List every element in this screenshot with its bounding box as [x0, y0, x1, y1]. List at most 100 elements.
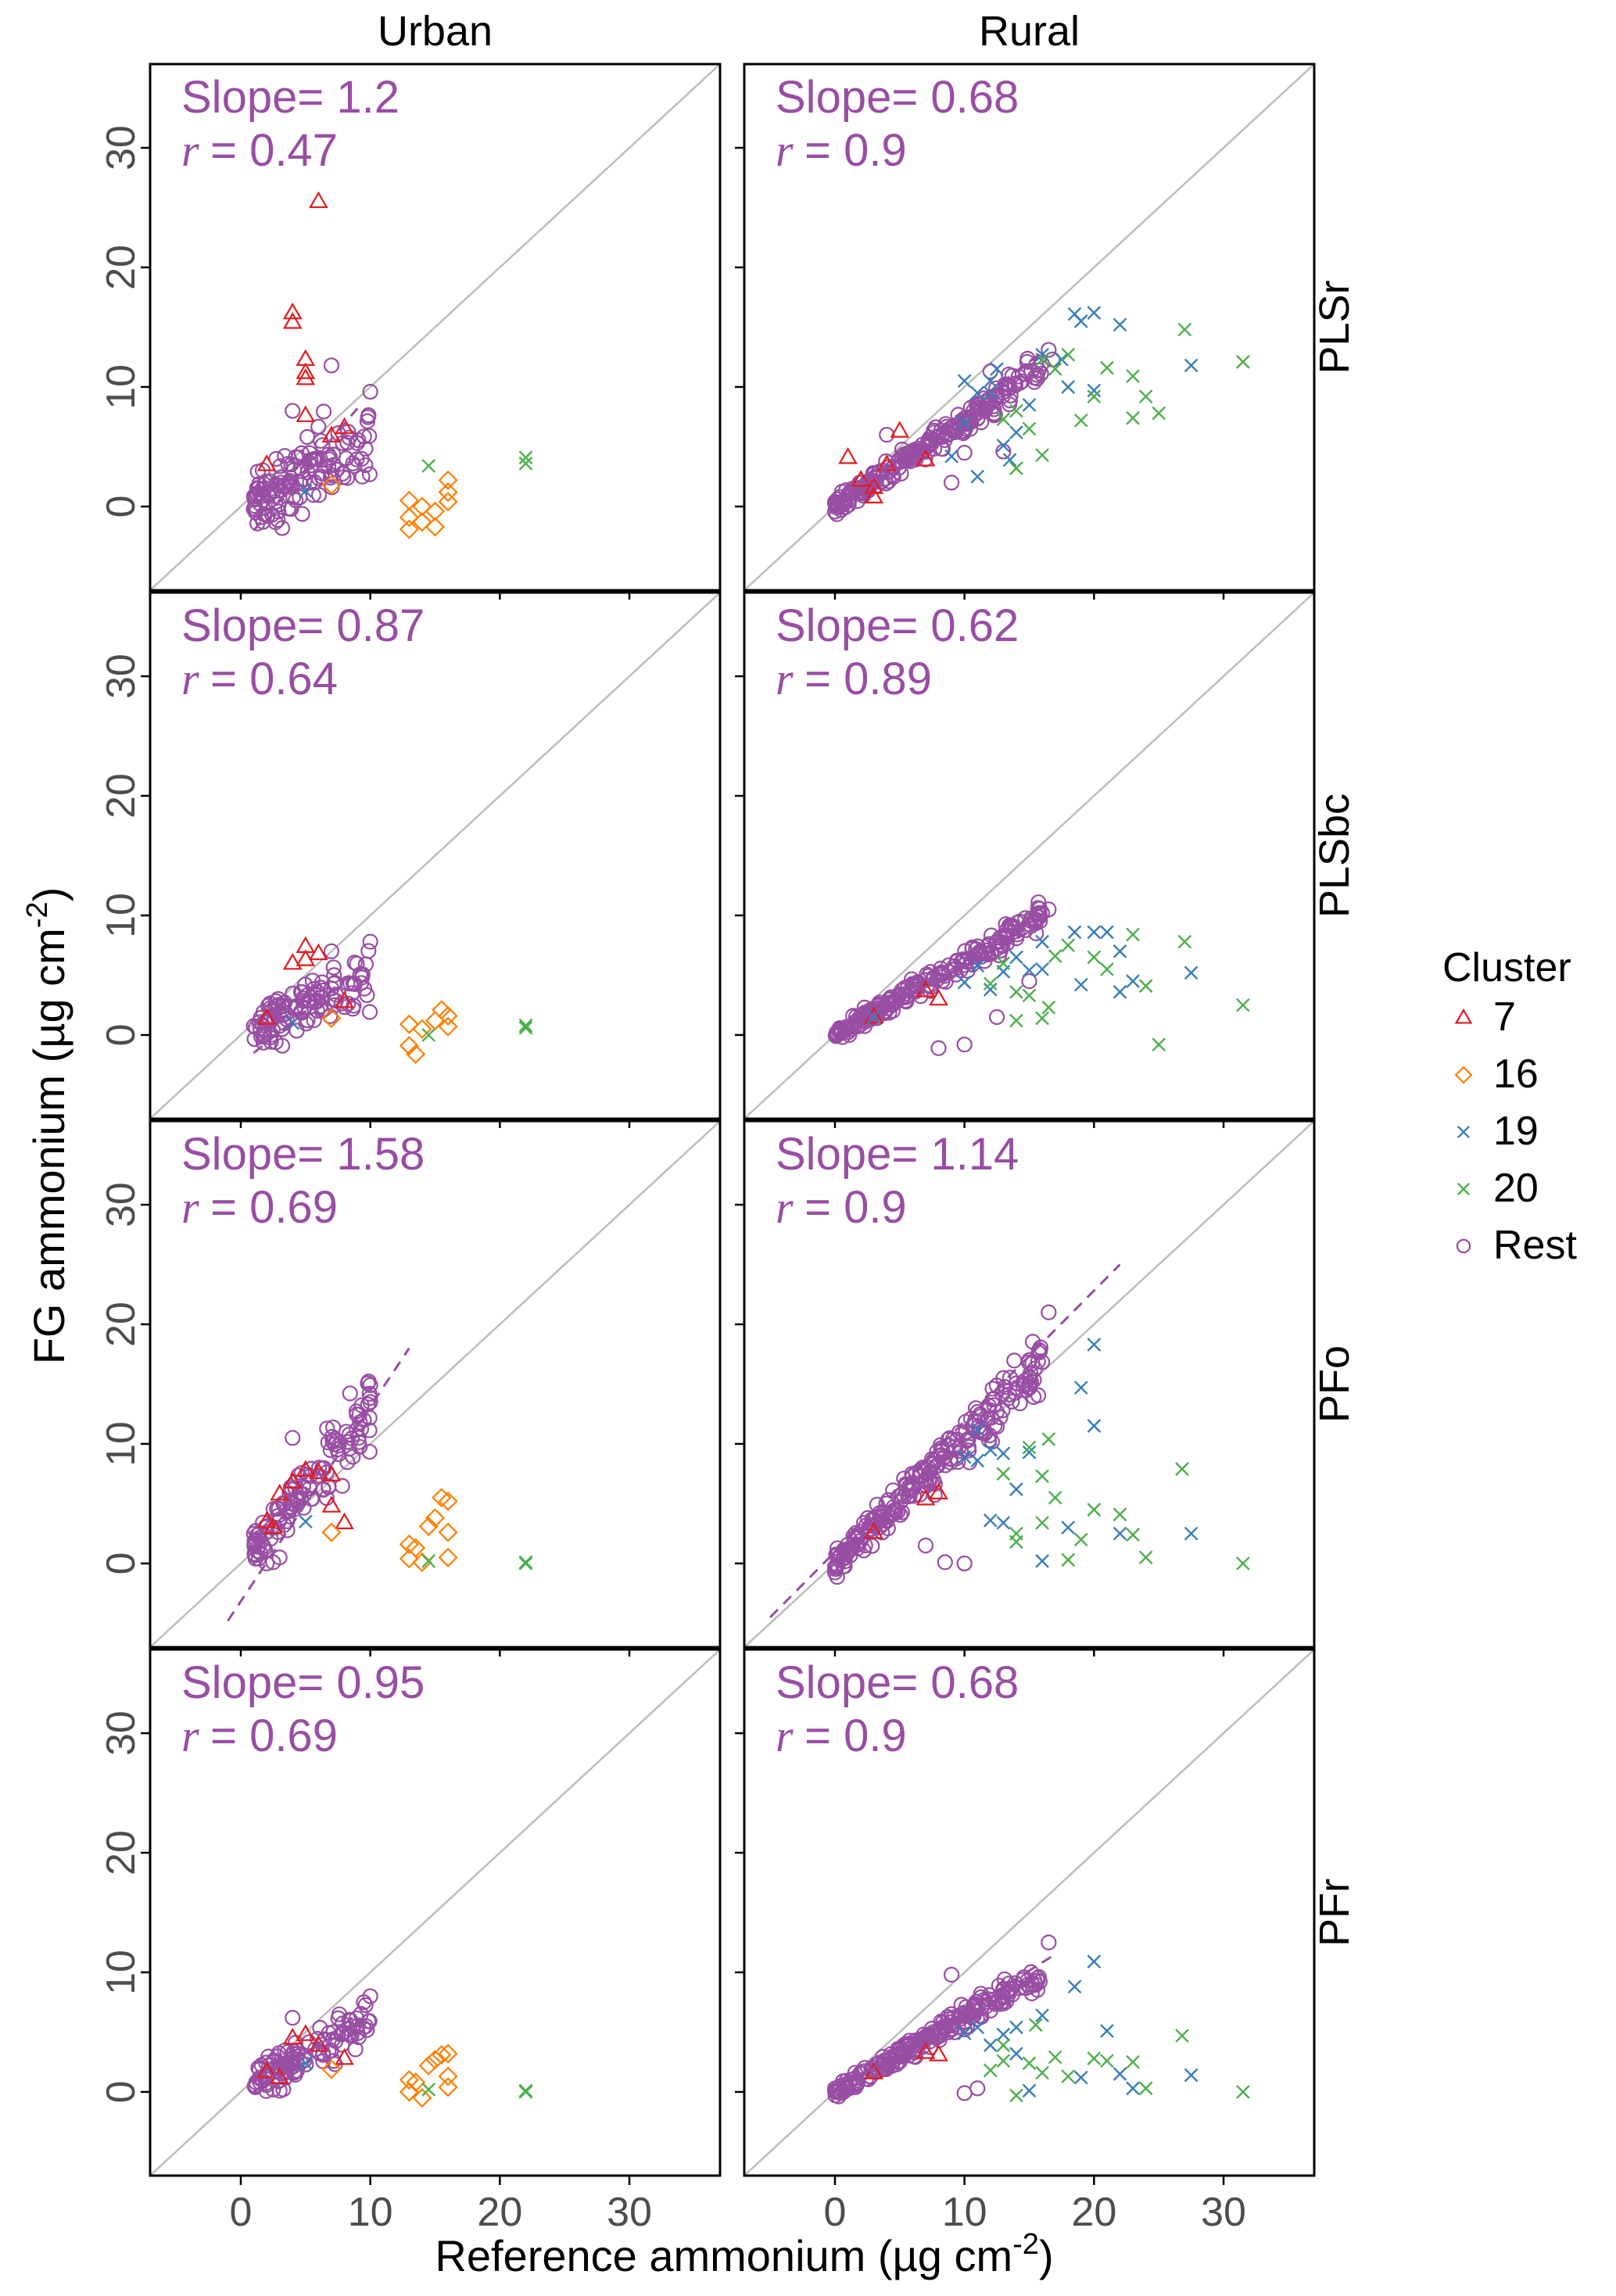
data-point-rest [956, 445, 973, 461]
data-point-cluster-7 [864, 1521, 884, 1539]
data-point-rest [956, 1037, 973, 1053]
data-point-rest [255, 1027, 271, 1044]
r-symbol: r [181, 1182, 210, 1233]
data-point-cluster-20 [1138, 389, 1153, 404]
data-point-cluster-19 [1022, 1445, 1037, 1460]
data-point-cluster-19 [957, 416, 972, 430]
data-point-cluster-20 [1152, 1037, 1166, 1052]
data-point-rest [356, 980, 373, 997]
data-point-cluster-19 [996, 1516, 1011, 1530]
data-point-cluster-19 [1035, 1554, 1049, 1568]
data-point-rest [361, 1004, 378, 1020]
data-point-rest [994, 385, 1011, 401]
data-point-cluster-19 [1061, 380, 1076, 394]
data-point-cluster-19 [1067, 1979, 1082, 1994]
data-point-rest [255, 1514, 271, 1531]
data-point-cluster-19 [1126, 974, 1140, 988]
data-point-cluster-7 [321, 1464, 342, 1481]
data-point-cluster-20 [1126, 369, 1140, 384]
data-point-rest [841, 1026, 858, 1043]
data-point-cluster-16 [399, 1014, 419, 1034]
data-point-cluster-20 [1035, 2065, 1049, 2080]
data-point-rest [325, 2024, 342, 2040]
data-point-rest [311, 487, 328, 503]
data-point-rest [342, 1385, 358, 1402]
data-point-cluster-7 [309, 2035, 328, 2052]
data-point-rest [836, 493, 852, 509]
fit-line [227, 1347, 410, 1622]
x-axis-label: Reference ammonium (µg cm-2) [435, 2228, 1053, 2280]
r-annotation: r = 0.47 [181, 125, 338, 176]
data-point-rest [265, 2054, 281, 2070]
data-point-rest [1041, 1304, 1057, 1320]
data-point-rest [995, 1981, 1012, 1997]
data-point-cluster-19 [970, 1453, 985, 1468]
r-annotation: r = 0.9 [776, 1182, 907, 1233]
data-point-rest [293, 1003, 310, 1019]
data-point-cluster-16 [438, 2077, 458, 2097]
data-point-cluster-7 [915, 2042, 936, 2059]
data-point-cluster-16 [438, 1016, 458, 1037]
data-point-cluster-20 [1100, 2054, 1114, 2069]
data-point-cluster-19 [298, 484, 313, 498]
data-point-rest [256, 476, 273, 493]
data-point-cluster-20 [1236, 2085, 1250, 2099]
data-point-cluster-16 [438, 470, 458, 490]
data-point-rest [998, 916, 1014, 933]
data-point-cluster-7 [282, 1471, 303, 1489]
r-symbol: r [181, 1710, 210, 1761]
data-point-cluster-16 [432, 1488, 452, 1508]
data-point-rest [1004, 917, 1020, 934]
data-point-cluster-20 [421, 1028, 436, 1042]
data-point-rest [1006, 1352, 1023, 1369]
data-point-cluster-20 [1073, 1532, 1088, 1547]
x-tick-label: 20 [477, 2190, 522, 2235]
data-point-rest [905, 1481, 921, 1498]
data-point-rest [294, 506, 310, 522]
data-point-rest [357, 956, 374, 972]
data-point-cluster-19 [1009, 1482, 1023, 1496]
data-point-rest [262, 485, 278, 501]
data-point-rest [345, 455, 361, 471]
slope-annotation: Slope= 1.14 [776, 1129, 1019, 1180]
data-point-rest [987, 407, 1003, 423]
data-point-rest [285, 2010, 301, 2026]
data-point-cluster-19 [1022, 963, 1037, 978]
data-point-rest [853, 1532, 869, 1549]
data-point-cluster-19 [996, 1446, 1011, 1461]
data-point-rest [311, 2045, 328, 2061]
fit-line [834, 1953, 1056, 2094]
data-point-rest [361, 466, 378, 482]
data-point-cluster-20 [421, 2083, 436, 2097]
data-point-rest [941, 421, 958, 437]
data-point-cluster-20 [996, 1467, 1011, 1481]
data-point-rest [943, 1966, 960, 1983]
data-point-cluster-20 [1087, 389, 1102, 404]
data-point-rest [883, 2048, 900, 2065]
data-point-rest [908, 1465, 924, 1481]
panel-border [149, 63, 722, 592]
data-point-rest [874, 2061, 890, 2077]
y-axis-label-unit: µg cm [24, 928, 73, 1048]
data-point-cluster-7 [929, 988, 948, 1006]
data-point-rest [251, 1530, 267, 1546]
data-point-rest [921, 1473, 938, 1489]
data-point-cluster-7 [256, 2061, 277, 2079]
data-point-cluster-16 [418, 1516, 439, 1537]
y-tick-label: 30 [99, 1710, 144, 1756]
data-point-rest [342, 976, 359, 992]
data-point-rest [1001, 1975, 1017, 1992]
data-point-cluster-19 [983, 2038, 998, 2053]
data-point-rest [1032, 913, 1048, 930]
data-point-cluster-16 [425, 501, 446, 521]
data-point-rest [259, 1555, 275, 1572]
data-point-cluster-19 [1073, 314, 1088, 328]
data-point-cluster-19 [996, 2027, 1011, 2042]
data-point-rest [347, 2041, 364, 2058]
data-point-cluster-16 [438, 2043, 458, 2064]
x-axis-label-close: ) [1039, 2231, 1054, 2280]
data-point-rest [840, 2075, 858, 2091]
data-point-cluster-20 [1009, 403, 1023, 418]
